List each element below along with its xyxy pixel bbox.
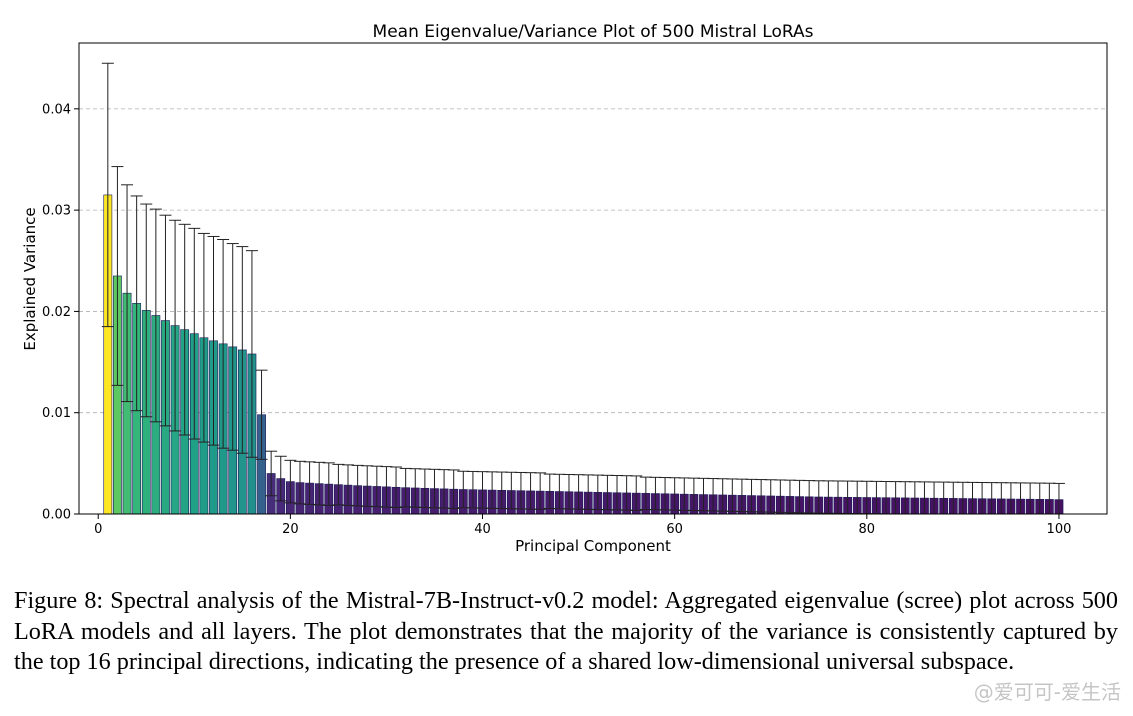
x-tick-label: 100 xyxy=(1047,522,1072,537)
y-axis-ticks: 0.00 0.01 0.02 0.03 0.04 xyxy=(42,102,79,523)
watermark: @爱可可-爱生活 xyxy=(973,680,1121,704)
x-axis-label: Principal Component xyxy=(515,537,671,555)
y-tick-label: 0.00 xyxy=(42,508,71,523)
chart-title: Mean Eigenvalue/Variance Plot of 500 Mis… xyxy=(373,22,814,42)
y-tick-label: 0.04 xyxy=(42,102,71,117)
y-tick-label: 0.01 xyxy=(42,406,71,421)
figure-caption: Figure 8: Spectral analysis of the Mistr… xyxy=(14,587,1118,675)
chart: Mean Eigenvalue/Variance Plot of 500 Mis… xyxy=(21,22,1108,555)
x-tick-label: 0 xyxy=(94,522,102,537)
x-tick-label: 20 xyxy=(282,522,299,537)
bars xyxy=(103,194,1064,515)
y-tick-label: 0.03 xyxy=(42,204,71,219)
y-axis-label: Explained Variance xyxy=(21,207,39,350)
x-axis-ticks: 0 20 40 60 80 100 xyxy=(94,514,1071,537)
error-bars xyxy=(101,62,1065,515)
grid-lines xyxy=(79,108,1107,414)
y-tick-label: 0.02 xyxy=(42,305,71,320)
x-tick-label: 40 xyxy=(474,522,491,537)
plot-frame xyxy=(78,42,1108,515)
x-tick-label: 80 xyxy=(859,522,876,537)
x-tick-label: 60 xyxy=(666,522,683,537)
